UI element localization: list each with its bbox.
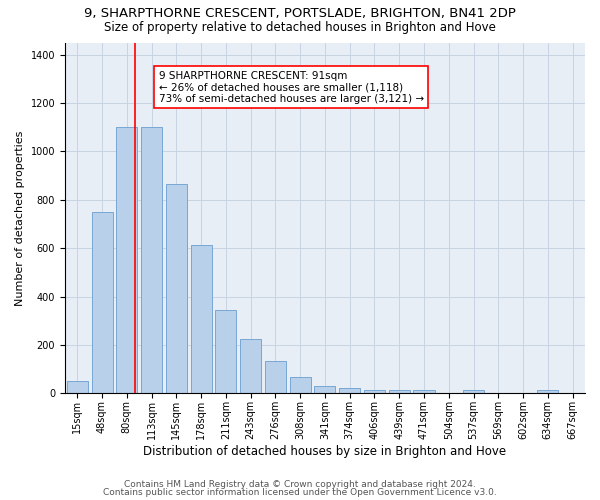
Bar [191,244,212,394]
Bar [92,212,113,394]
Bar [67,381,88,394]
Text: Size of property relative to detached houses in Brighton and Hove: Size of property relative to detached ho… [104,21,496,34]
Text: Contains public sector information licensed under the Open Government Licence v3: Contains public sector information licen… [103,488,497,497]
Text: 9, SHARPTHORNE CRESCENT, PORTSLADE, BRIGHTON, BN41 2DP: 9, SHARPTHORNE CRESCENT, PORTSLADE, BRIG… [84,8,516,20]
Bar [538,390,559,394]
Bar [339,388,360,394]
Bar [240,339,261,394]
Bar [364,390,385,394]
Text: 9 SHARPTHORNE CRESCENT: 91sqm
← 26% of detached houses are smaller (1,118)
73% o: 9 SHARPTHORNE CRESCENT: 91sqm ← 26% of d… [158,70,424,104]
Bar [215,310,236,394]
Bar [314,386,335,394]
Bar [290,377,311,394]
Bar [141,127,162,394]
Bar [116,127,137,394]
Bar [463,390,484,394]
Bar [389,390,410,394]
Bar [166,184,187,394]
Bar [413,390,434,394]
Y-axis label: Number of detached properties: Number of detached properties [15,130,25,306]
Text: Contains HM Land Registry data © Crown copyright and database right 2024.: Contains HM Land Registry data © Crown c… [124,480,476,489]
Bar [265,360,286,394]
X-axis label: Distribution of detached houses by size in Brighton and Hove: Distribution of detached houses by size … [143,444,506,458]
